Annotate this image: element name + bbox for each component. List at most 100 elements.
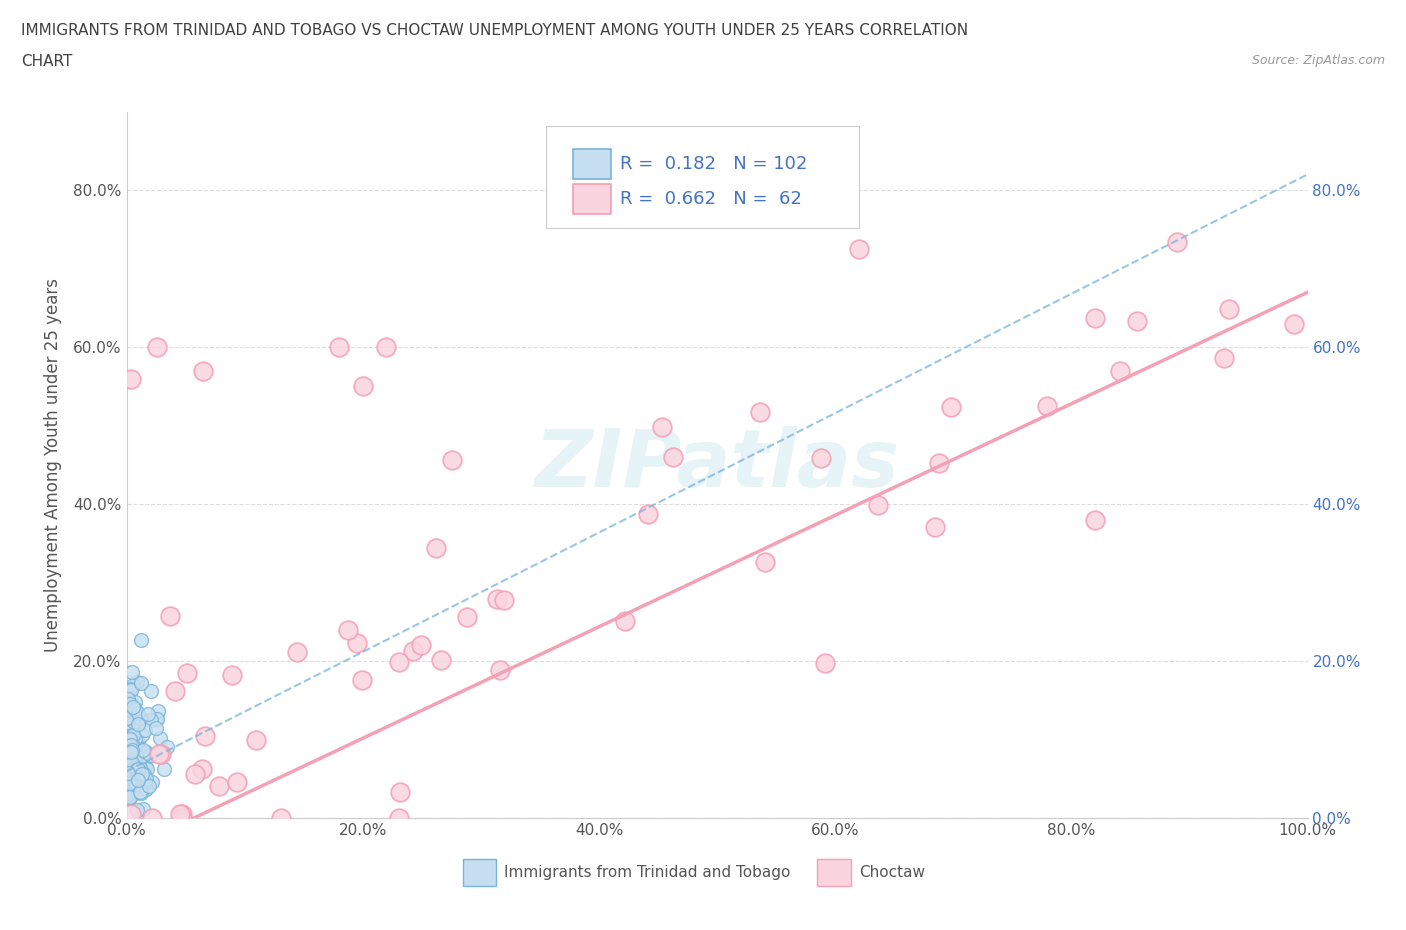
Point [127, 740, 149, 755]
Point [135, 744, 157, 759]
Point [169, 807, 191, 822]
FancyBboxPatch shape [546, 126, 859, 228]
Y-axis label: Unemployment Among Youth under 25 years: Unemployment Among Youth under 25 years [44, 278, 62, 652]
Point [118, 711, 141, 725]
Point [1284, 317, 1306, 332]
Point [135, 781, 157, 796]
Point [346, 635, 368, 650]
Point [120, 788, 142, 803]
Point [122, 751, 145, 765]
Text: Source: ZipAtlas.com: Source: ZipAtlas.com [1251, 54, 1385, 67]
Point [139, 747, 162, 762]
Point [928, 456, 950, 471]
Point [115, 741, 138, 756]
Text: Immigrants from Trinidad and Tobago: Immigrants from Trinidad and Tobago [505, 865, 790, 880]
Point [118, 728, 141, 743]
Point [1213, 351, 1236, 365]
Point [121, 742, 143, 757]
Point [388, 655, 411, 670]
Point [121, 704, 143, 719]
Point [375, 339, 398, 354]
Point [425, 540, 447, 555]
Point [226, 774, 249, 789]
Point [127, 716, 149, 731]
Point [352, 672, 374, 687]
Point [402, 644, 425, 658]
Point [118, 754, 141, 769]
Point [141, 775, 163, 790]
Point [134, 723, 156, 737]
Point [1126, 313, 1149, 328]
Point [124, 732, 146, 747]
Point [139, 712, 162, 727]
Point [127, 734, 149, 749]
Point [352, 379, 374, 394]
Point [1084, 311, 1107, 325]
Point [132, 766, 155, 781]
Point [129, 632, 152, 647]
Point [145, 721, 167, 736]
Point [128, 711, 150, 725]
Point [637, 507, 659, 522]
Point [176, 666, 198, 681]
Point [814, 656, 837, 671]
Point [120, 731, 142, 746]
Point [127, 706, 149, 721]
Point [1036, 399, 1059, 414]
Point [129, 786, 152, 801]
Point [118, 744, 141, 759]
FancyBboxPatch shape [574, 184, 610, 214]
Point [121, 768, 143, 783]
Point [125, 803, 148, 817]
Point [125, 742, 148, 757]
Point [117, 774, 139, 789]
Point [138, 778, 160, 793]
Point [148, 746, 170, 761]
Point [124, 782, 146, 797]
Point [118, 776, 141, 790]
Point [124, 765, 146, 780]
Point [156, 739, 179, 754]
Point [124, 695, 146, 710]
Point [124, 701, 146, 716]
Point [184, 766, 207, 781]
Point [165, 684, 187, 698]
Point [120, 683, 142, 698]
Point [136, 707, 159, 722]
Point [191, 761, 214, 776]
Point [131, 742, 153, 757]
Point [117, 786, 139, 801]
Point [120, 697, 142, 711]
Point [117, 737, 139, 751]
Point [125, 733, 148, 748]
Point [122, 783, 145, 798]
Point [152, 762, 174, 777]
Point [848, 242, 870, 257]
Text: IMMIGRANTS FROM TRINIDAD AND TOBAGO VS CHOCTAW UNEMPLOYMENT AMONG YOUTH UNDER 25: IMMIGRANTS FROM TRINIDAD AND TOBAGO VS C… [21, 23, 969, 38]
Point [1166, 235, 1188, 250]
Point [120, 747, 142, 762]
Point [128, 764, 150, 779]
Point [124, 740, 146, 755]
Point [149, 731, 172, 746]
Point [120, 698, 142, 713]
Point [388, 811, 411, 826]
Point [121, 755, 143, 770]
Point [127, 785, 149, 800]
Point [336, 622, 359, 637]
Point [328, 339, 350, 354]
Point [440, 453, 463, 468]
Text: CHART: CHART [21, 54, 73, 69]
Point [149, 747, 172, 762]
Point [127, 762, 149, 777]
Point [127, 675, 149, 690]
Text: R =  0.662   N =  62: R = 0.662 N = 62 [620, 191, 801, 208]
Point [121, 664, 143, 679]
Point [488, 663, 510, 678]
Point [127, 773, 149, 788]
Point [662, 450, 685, 465]
Point [124, 705, 146, 720]
Point [120, 371, 142, 386]
Point [810, 450, 832, 465]
Point [172, 807, 194, 822]
